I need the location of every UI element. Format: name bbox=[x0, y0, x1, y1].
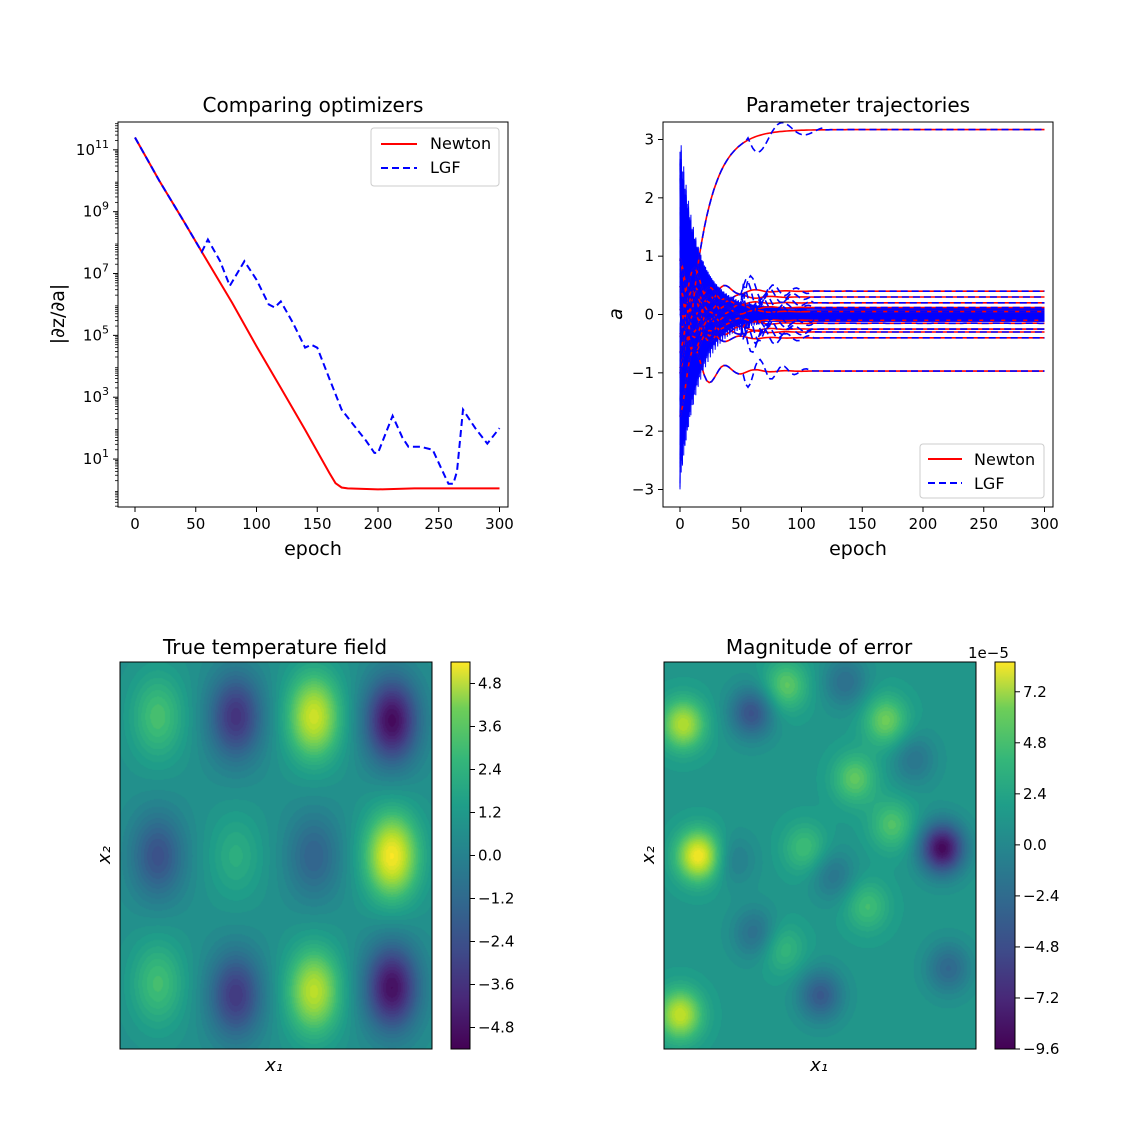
chart2-ytick-label: 1 bbox=[644, 247, 654, 265]
chart1-xtick-label: 50 bbox=[186, 515, 205, 533]
chart3-colorbar-tick-label: 2.4 bbox=[478, 761, 502, 779]
chart2-newton-trajectory bbox=[679, 128, 1045, 314]
chart1-ytick-label: 103 bbox=[83, 385, 109, 406]
chart2-legend: Newton LGF bbox=[919, 443, 1045, 499]
chart1-series-newton bbox=[134, 137, 500, 491]
chart2-ytick-label: 2 bbox=[644, 189, 654, 207]
chart1-series-lgf bbox=[134, 137, 501, 485]
chart2-xtick-label: 250 bbox=[969, 515, 998, 533]
chart1-xtick-label: 250 bbox=[424, 515, 453, 533]
chart2-xtick-label: 150 bbox=[848, 515, 877, 533]
chart2-ytick-label: 3 bbox=[644, 131, 654, 149]
chart4-colorbar-tick-label: 7.2 bbox=[1023, 683, 1047, 701]
chart2-xlabel: epoch bbox=[829, 538, 887, 560]
chart4-colorbar-multiplier: 1e−5 bbox=[968, 644, 1009, 662]
chart3-title: True temperature field bbox=[162, 635, 387, 659]
chart2-lgf-trajectory bbox=[679, 312, 1045, 369]
chart1-ytick-label: 107 bbox=[83, 262, 109, 283]
chart1-ytick-label: 105 bbox=[83, 323, 109, 344]
chart1-ylabel: |∂z/∂a| bbox=[47, 284, 69, 344]
chart1-legend-lgf: LGF bbox=[430, 158, 461, 177]
chart4-frame bbox=[663, 661, 977, 1050]
chart2-xtick-label: 50 bbox=[731, 515, 750, 533]
chart4-title: Magnitude of error bbox=[726, 635, 913, 659]
chart4-colorbar-tick-label: −2.4 bbox=[1023, 887, 1059, 905]
chart4-colorbar-tick-label: −7.2 bbox=[1023, 989, 1059, 1007]
chart3-ylabel: x₂ bbox=[94, 846, 115, 865]
chart1-xtick-label: 300 bbox=[485, 515, 514, 533]
chart3-colorbar-tick-label: 4.8 bbox=[478, 675, 502, 693]
chart3-colorbar-tick-label: 0.0 bbox=[478, 847, 502, 865]
chart1-frame bbox=[117, 121, 509, 508]
chart2-lgf-trajectory bbox=[679, 266, 1045, 337]
chart2-ytick-label: −2 bbox=[632, 422, 654, 440]
chart3-colorbar-tick-label: −4.8 bbox=[478, 1019, 514, 1037]
error-heatmap bbox=[664, 662, 976, 1049]
chart4-colorbar bbox=[994, 661, 1016, 1050]
chart2-ytick-label: −1 bbox=[632, 364, 654, 382]
chart4-colorbar-tick-label: −4.8 bbox=[1023, 938, 1059, 956]
chart2-newton-trajectory bbox=[679, 289, 1045, 353]
chart3-colorbar-tick-label: 3.6 bbox=[478, 718, 502, 736]
chart1-xtick-label: 0 bbox=[130, 515, 140, 533]
chart2-xtick-label: 300 bbox=[1030, 515, 1059, 533]
chart2-legend-newton: Newton bbox=[974, 450, 1035, 469]
chart1-title: Comparing optimizers bbox=[203, 93, 424, 117]
chart2-lgf-trajectory bbox=[679, 259, 1045, 334]
chart1-legend: Newton LGF bbox=[370, 127, 500, 187]
chart1-xtick-label: 200 bbox=[364, 515, 393, 533]
chart3-colorbar-tick-label: −1.2 bbox=[478, 890, 514, 908]
parameter-trajectories-panel: Parameter trajectories 0 50 100 150 200 250 30… bbox=[605, 93, 1059, 560]
chart1-legend-newton: Newton bbox=[430, 134, 491, 153]
chart4-colorbar-tick-label: 2.4 bbox=[1023, 785, 1047, 803]
chart2-lgf-trajectory bbox=[679, 308, 1045, 354]
chart1-xtick-label: 100 bbox=[242, 515, 271, 533]
chart1-xtick-label: 150 bbox=[303, 515, 332, 533]
chart1-xlabel: epoch bbox=[284, 538, 342, 560]
comparing-optimizers-panel: Comparing optimizers 0 50 100 150 200 250 300 1… bbox=[47, 93, 514, 560]
chart3-colorbar-tick-label: −2.4 bbox=[478, 933, 514, 951]
chart2-newton-trajectory bbox=[679, 346, 1045, 417]
chart2-xtick-label: 100 bbox=[787, 515, 816, 533]
chart2-lgf-trajectory bbox=[679, 286, 1045, 339]
chart3-colorbar bbox=[450, 661, 471, 1050]
temperature-heatmap bbox=[120, 662, 432, 1049]
chart2-lgf-trajectory bbox=[679, 122, 1045, 314]
chart1-ytick-label: 1011 bbox=[76, 138, 109, 159]
chart2-xtick-label: 0 bbox=[675, 515, 685, 533]
chart1-ytick-label: 109 bbox=[83, 200, 109, 221]
magnitude-of-error-panel: Magnitude of error x₁ x₂ 1e−5 7.2 4.8 2.4 0… bbox=[638, 635, 1059, 1076]
chart3-colorbar-tick-label: 1.2 bbox=[478, 804, 502, 822]
chart2-lgf-trajectory bbox=[679, 285, 1045, 353]
chart2-legend-lgf: LGF bbox=[974, 474, 1005, 493]
chart4-colorbar-tick-label: 4.8 bbox=[1023, 734, 1047, 752]
chart4-colorbar-tick-label: 0.0 bbox=[1023, 836, 1047, 854]
chart2-lgf-trajectory bbox=[679, 296, 1045, 374]
chart3-colorbar-tick-label: −3.6 bbox=[478, 976, 514, 994]
chart2-xtick-label: 200 bbox=[909, 515, 938, 533]
chart2-lgf-trajectory bbox=[679, 258, 1045, 318]
chart4-colorbar-tick-label: −9.6 bbox=[1023, 1040, 1059, 1058]
chart2-ytick-label: −3 bbox=[632, 481, 654, 499]
chart2-ylabel: a bbox=[605, 308, 627, 320]
chart2-ytick-label: 0 bbox=[644, 306, 654, 324]
chart4-xlabel: x₁ bbox=[809, 1055, 828, 1076]
chart2-title: Parameter trajectories bbox=[746, 93, 970, 117]
chart2-lgf-trajectory bbox=[679, 346, 1045, 417]
true-temperature-field-panel: True temperature field x₁ x₂ 4.8 3.6 2.4 1.… bbox=[94, 635, 514, 1076]
chart3-xlabel: x₁ bbox=[264, 1055, 283, 1076]
chart4-ylabel: x₂ bbox=[638, 846, 659, 865]
chart3-frame bbox=[119, 661, 433, 1050]
chart1-ytick-label: 101 bbox=[83, 447, 109, 468]
